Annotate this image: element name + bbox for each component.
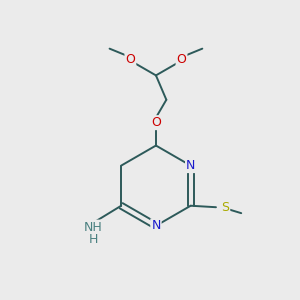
Text: O: O <box>151 116 161 129</box>
Text: NH: NH <box>84 220 102 234</box>
Text: N: N <box>151 219 160 232</box>
Text: S: S <box>221 201 229 214</box>
Text: O: O <box>177 52 186 66</box>
Text: N: N <box>186 159 195 172</box>
Text: O: O <box>125 52 135 66</box>
Text: H: H <box>88 233 98 246</box>
